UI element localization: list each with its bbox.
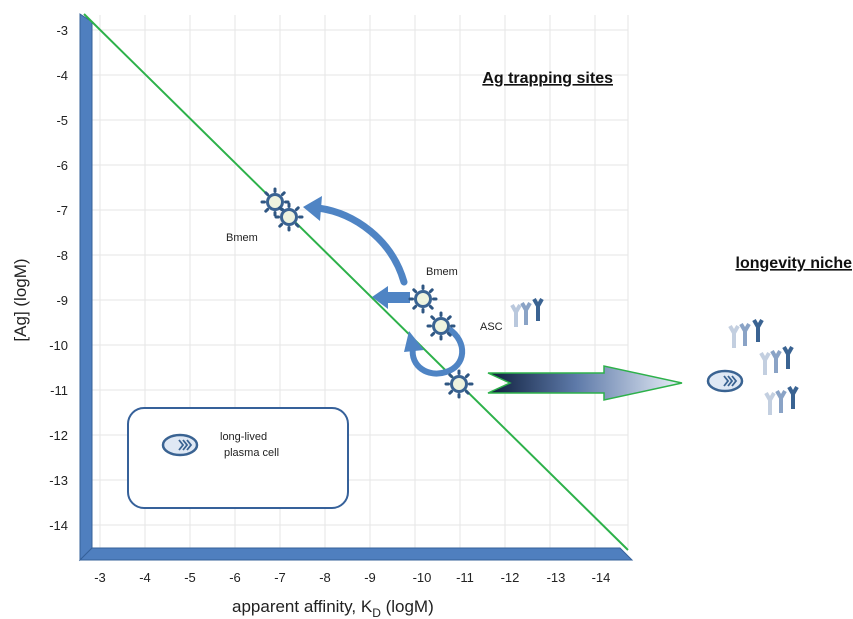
plasma-cell-icon [706, 369, 744, 393]
x-tick: -5 [184, 570, 196, 585]
y-tick-labels: -3 -4 -5 -6 -7 -8 -9 -10 -11 -12 -13 -14 [49, 23, 68, 533]
legend-label-line1: long-lived [220, 431, 267, 443]
x-tick: -7 [274, 570, 286, 585]
x-axis-title: apparent affinity, KD (logM) [232, 597, 434, 619]
left-arrow [372, 286, 410, 309]
bmem-cell-icon [274, 202, 304, 232]
antibody-icon [752, 318, 764, 344]
affinity-curved-arrow [303, 196, 408, 286]
diagonal-line [83, 13, 629, 551]
x-tick: -12 [501, 570, 520, 585]
x-tick: -9 [364, 570, 376, 585]
antibody-icon [764, 391, 776, 417]
bmem-label-left: Bmem [226, 232, 258, 244]
y-tick: -13 [49, 473, 68, 488]
x-tick: -6 [229, 570, 241, 585]
y-tick: -5 [56, 113, 68, 128]
bmem-label-right: Bmem [426, 266, 458, 278]
y-axis-title: [Ag] (logM) [11, 258, 30, 341]
y-tick: -11 [50, 383, 68, 398]
cycle-arrow [404, 326, 466, 377]
legend-box: long-lived plasma cell [127, 407, 349, 509]
heading-longevity-niche: longevity niche [736, 255, 853, 272]
asc-label: ASC [480, 321, 503, 333]
x-tick: -3 [94, 570, 106, 585]
antibody-icon [787, 385, 799, 411]
y-tick: -7 [56, 203, 68, 218]
axes-frame [78, 13, 634, 562]
y-tick: -6 [56, 158, 68, 173]
antibody-icon [775, 389, 787, 415]
x-tick-labels: -3 -4 -5 -6 -7 -8 -9 -10 -11 -12 -13 -14 [94, 570, 610, 585]
antibody-icon [520, 301, 532, 327]
plasma-cell-icon [161, 433, 199, 457]
y-tick: -9 [56, 293, 68, 308]
asc-cell-icon [426, 311, 456, 341]
y-tick: -14 [49, 518, 68, 533]
antibody-icon [759, 351, 771, 377]
heading-ag-trapping-sites: Ag trapping sites [482, 70, 613, 87]
antibody-icon [782, 345, 794, 371]
antibody-icon [739, 322, 751, 348]
x-tick: -10 [413, 570, 432, 585]
antibody-icon [532, 297, 544, 323]
y-tick: -12 [49, 428, 68, 443]
y-tick: -8 [56, 248, 68, 263]
x-tick: -8 [319, 570, 331, 585]
y-tick: -10 [49, 338, 68, 353]
y-tick: -4 [56, 68, 68, 83]
y-tick: -3 [56, 23, 68, 38]
bmem-cell-icon [408, 284, 438, 314]
legend-label-line2: plasma cell [224, 447, 279, 459]
antibody-icon [770, 349, 782, 375]
x-tick: -11 [456, 570, 474, 585]
niche-arrow [487, 365, 683, 401]
x-tick: -4 [139, 570, 151, 585]
antibody-icon [510, 303, 522, 329]
x-tick: -14 [592, 570, 611, 585]
x-tick: -13 [547, 570, 566, 585]
b-cell-icon [444, 369, 474, 399]
antibody-icon [728, 324, 740, 350]
